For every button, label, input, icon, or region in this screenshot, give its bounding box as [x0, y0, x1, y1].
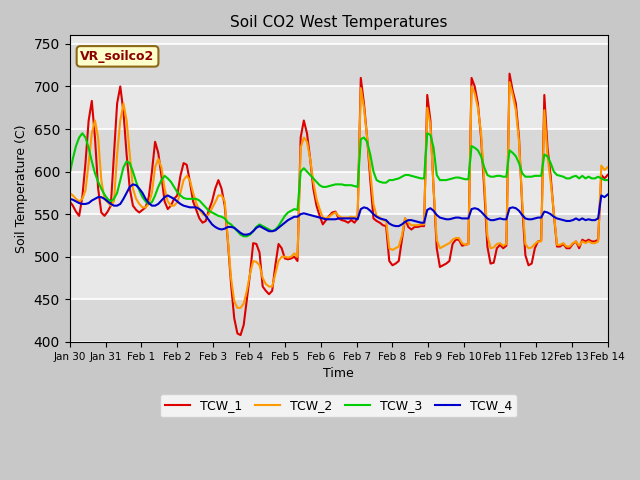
TCW_3	[408, 173, 415, 179]
Legend: TCW_1, TCW_2, TCW_3, TCW_4: TCW_1, TCW_2, TCW_3, TCW_4	[161, 394, 517, 417]
TCW_1	[237, 332, 244, 338]
TCW_1	[604, 172, 611, 178]
Text: VR_soilco2: VR_soilco2	[81, 50, 155, 63]
TCW_1	[528, 261, 536, 266]
TCW_1	[385, 258, 393, 264]
TCW_1	[445, 258, 453, 264]
TCW_4	[66, 196, 74, 202]
TCW_4	[388, 222, 396, 228]
Bar	[70, 257, 607, 300]
Title: Soil CO2 West Temperatures: Soil CO2 West Temperatures	[230, 15, 447, 30]
Bar	[70, 86, 607, 129]
TCW_4	[167, 194, 175, 200]
Bar	[70, 171, 607, 214]
TCW_3	[388, 177, 396, 183]
TCW_4	[408, 217, 415, 223]
Bar	[70, 44, 607, 86]
TCW_1	[404, 224, 412, 230]
TCW_3	[167, 179, 175, 185]
TCW_2	[506, 79, 513, 85]
TCW_3	[553, 172, 561, 178]
TCW_1	[506, 71, 513, 76]
TCW_1	[553, 244, 561, 250]
TCW_2	[234, 305, 241, 311]
TCW_3	[528, 174, 536, 180]
TCW_2	[528, 244, 536, 250]
TCW_3	[449, 176, 456, 181]
TCW_4	[604, 192, 611, 197]
TCW_4	[553, 216, 561, 221]
X-axis label: Time: Time	[323, 367, 354, 380]
TCW_2	[553, 242, 561, 248]
TCW_2	[404, 220, 412, 226]
TCW_2	[385, 245, 393, 251]
TCW_4	[240, 232, 248, 238]
Bar	[70, 300, 607, 342]
TCW_3	[79, 131, 86, 136]
TCW_2	[164, 199, 172, 204]
TCW_4	[449, 216, 456, 221]
TCW_3	[66, 171, 74, 177]
Bar	[70, 214, 607, 257]
Line: TCW_2: TCW_2	[70, 82, 607, 308]
TCW_4	[129, 181, 137, 187]
TCW_3	[240, 233, 248, 239]
TCW_4	[528, 216, 536, 222]
TCW_1	[66, 199, 74, 204]
Y-axis label: Soil Temperature (C): Soil Temperature (C)	[15, 124, 28, 253]
Line: TCW_4: TCW_4	[70, 184, 607, 235]
TCW_2	[66, 190, 74, 196]
Line: TCW_3: TCW_3	[70, 133, 607, 236]
TCW_2	[604, 165, 611, 170]
Bar	[70, 129, 607, 171]
TCW_1	[164, 206, 172, 212]
TCW_2	[445, 240, 453, 246]
TCW_3	[604, 177, 611, 183]
Line: TCW_1: TCW_1	[70, 73, 607, 335]
